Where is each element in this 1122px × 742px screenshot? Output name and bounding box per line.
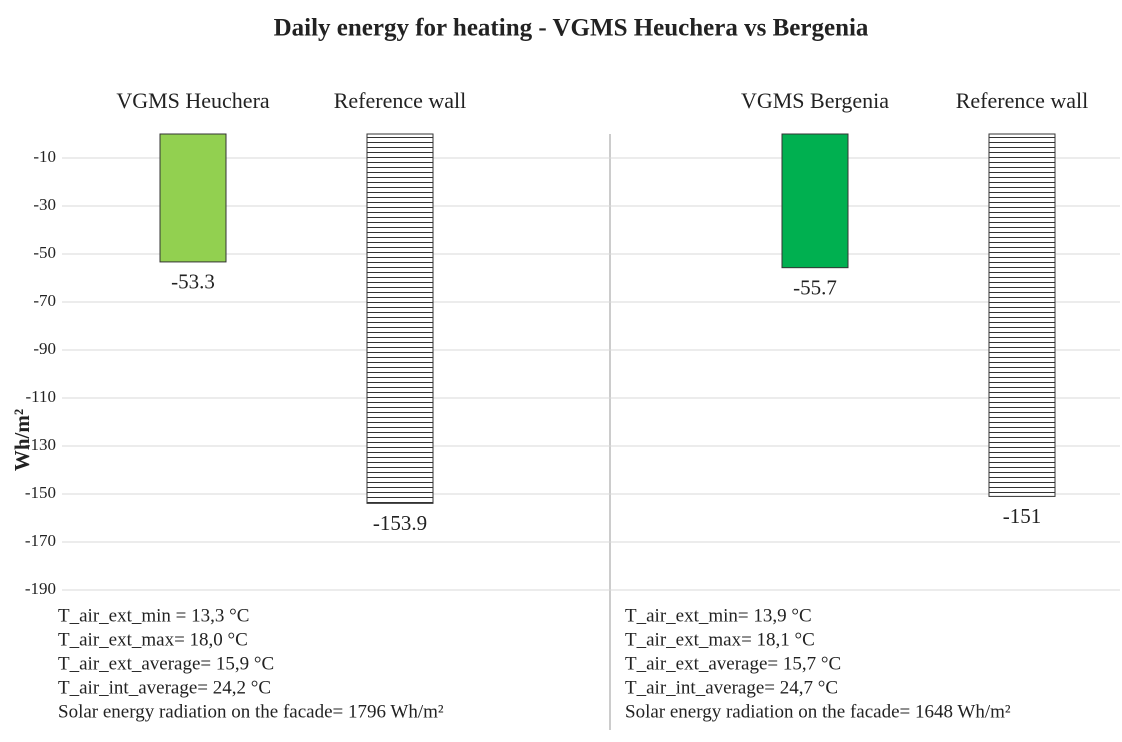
y-tick-label: -190 <box>25 579 56 598</box>
bar <box>781 133 849 269</box>
bar <box>159 133 227 263</box>
annotation: T_air_ext_min= 13,9 °C <box>625 605 812 626</box>
category-label: Reference wall <box>334 88 467 113</box>
bar <box>988 133 1056 497</box>
y-tick-label: -150 <box>25 483 56 502</box>
category-label: VGMS Bergenia <box>741 88 889 113</box>
annotation: Solar energy radiation on the facade= 17… <box>58 701 444 722</box>
y-tick-label: -10 <box>33 147 56 166</box>
data-label: -151 <box>1003 504 1042 528</box>
chart-title: Daily energy for heating - VGMS Heuchera… <box>274 15 869 42</box>
annotation: T_air_ext_average= 15,7 °C <box>625 653 841 674</box>
y-axis-label: Wh/m² <box>10 409 34 471</box>
y-tick-label: -110 <box>25 387 56 406</box>
annotation: T_air_ext_min = 13,3 °C <box>58 605 249 626</box>
category-label: VGMS Heuchera <box>116 88 270 113</box>
y-tick-label: -90 <box>33 339 56 358</box>
annotation: T_air_ext_average= 15,9 °C <box>58 653 274 674</box>
y-tick-label: -30 <box>33 195 56 214</box>
annotation: T_air_int_average= 24,7 °C <box>625 677 838 698</box>
y-tick-label: -70 <box>33 291 56 310</box>
data-label: -53.3 <box>171 270 215 294</box>
bar <box>366 133 434 504</box>
data-label: -153.9 <box>373 511 427 535</box>
annotation: Solar energy radiation on the facade= 16… <box>625 701 1011 722</box>
data-label: -55.7 <box>793 275 837 299</box>
category-label: Reference wall <box>956 88 1089 113</box>
annotation: T_air_int_average= 24,2 °C <box>58 677 271 698</box>
y-tick-label: -170 <box>25 531 56 550</box>
annotation: T_air_ext_max= 18,0 °C <box>58 629 248 650</box>
y-tick-label: -130 <box>25 435 56 454</box>
y-tick-label: -50 <box>33 243 56 262</box>
annotation: T_air_ext_max= 18,1 °C <box>625 629 815 650</box>
